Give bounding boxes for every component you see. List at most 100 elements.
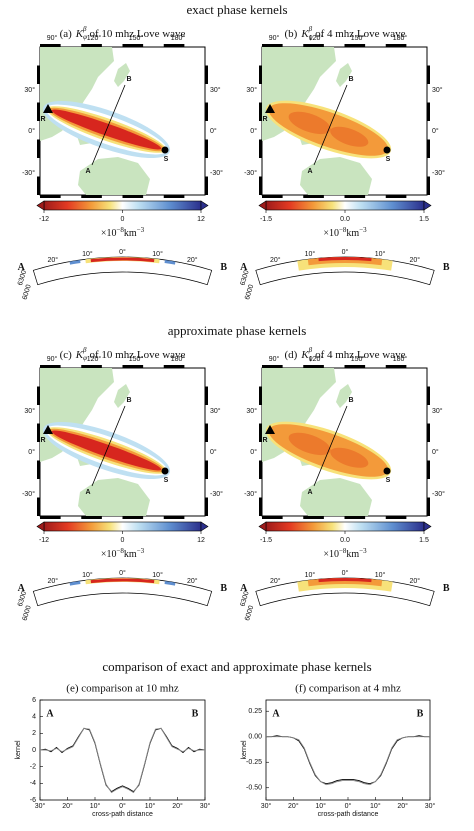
- panel-sup: β: [82, 25, 87, 33]
- annotation: A: [46, 708, 54, 719]
- map-border: [205, 102, 208, 121]
- colorbar-unit-part: −8: [339, 547, 347, 555]
- map-lon-label-top: 180°: [171, 355, 186, 363]
- map-border: [303, 516, 324, 519]
- map-lon-label-top: 150°: [351, 34, 366, 42]
- colorbar-unit: ×10−8km−3: [323, 226, 367, 240]
- colorbar-unit-part: −8: [339, 226, 347, 234]
- section-distance-label: 20°: [47, 577, 58, 585]
- map-border: [385, 365, 407, 368]
- x-tick-label: 30°: [200, 802, 211, 810]
- map-lat-label: -30°: [244, 169, 257, 177]
- map-label: R: [262, 437, 267, 444]
- panel-sup: β: [82, 346, 87, 354]
- map-lat-label: 30°: [210, 86, 221, 94]
- map-lat-label: 30°: [24, 407, 35, 415]
- panel-label: (d): [285, 349, 298, 361]
- map-border: [163, 195, 185, 198]
- section-distance-label: 10°: [375, 250, 386, 258]
- section-distance-label: 10°: [82, 250, 93, 258]
- map-label: B: [126, 76, 131, 83]
- colorbar-unit: ×10−8km−3: [101, 226, 145, 240]
- map-border: [303, 365, 324, 368]
- colorbar-tick-label: 0.0: [340, 216, 350, 223]
- map-border: [205, 386, 208, 405]
- colorbar-unit: ×10−8km−3: [101, 547, 145, 561]
- map-lon-label-top: 180°: [393, 34, 408, 42]
- map-border: [40, 44, 61, 47]
- map-border: [37, 102, 40, 121]
- colorbar-tick-label: -12: [39, 537, 49, 544]
- map-border: [81, 365, 102, 368]
- map-lat-label: -30°: [432, 169, 445, 177]
- map-lat-label: -30°: [22, 490, 35, 498]
- x-axis-label: cross-path distance: [92, 811, 153, 818]
- map-label: S: [164, 477, 169, 484]
- y-tick-label: -6: [30, 797, 36, 804]
- map-lon-label-top: 90°: [47, 355, 58, 363]
- panel-sup: β: [308, 346, 313, 354]
- x-tick-label: 10°: [90, 802, 101, 810]
- kernel-band: [288, 432, 331, 456]
- colorbar: [43, 521, 202, 532]
- section-distance-label: 0°: [119, 248, 126, 256]
- map-border: [37, 65, 40, 84]
- map-lat-label: 30°: [24, 86, 35, 94]
- map-border: [427, 423, 430, 442]
- colorbar-unit-part: km: [124, 549, 137, 560]
- source-marker: [161, 146, 169, 154]
- section-end-label: B: [443, 583, 450, 594]
- section-distance-label: 20°: [187, 577, 198, 585]
- panel-label: (a): [60, 28, 73, 40]
- section-distance-label: 20°: [409, 256, 420, 264]
- path-line: [313, 84, 348, 166]
- map-border: [427, 460, 430, 479]
- plot-frame: [265, 699, 431, 801]
- comparison-title: comparison of exact and approximate phas…: [102, 659, 371, 674]
- source-marker: [161, 467, 169, 475]
- map-border: [344, 365, 366, 368]
- land: [114, 384, 130, 408]
- section-kernel: [164, 580, 176, 586]
- receiver-marker: [43, 425, 53, 434]
- section-radius-label: 6000: [22, 605, 33, 622]
- map-label: R: [262, 116, 267, 123]
- colorbar-tick-label: 12: [197, 537, 205, 544]
- map-lat-label: 0°: [432, 448, 439, 456]
- source-marker: [383, 146, 391, 154]
- x-tick-label: 30°: [425, 802, 436, 810]
- section-distance-label: 20°: [47, 256, 58, 264]
- map-border: [81, 195, 102, 198]
- map-border: [262, 365, 283, 368]
- section-distance-label: 0°: [342, 569, 349, 577]
- panel-sub: φ: [83, 354, 87, 362]
- map-border: [385, 195, 407, 198]
- map-border: [427, 176, 430, 195]
- map-border: [262, 516, 283, 519]
- section-kernel: [318, 257, 372, 262]
- map-border: [163, 44, 185, 47]
- map-label: A: [307, 489, 312, 496]
- colorbar-tick-label: -1.5: [260, 537, 272, 544]
- colorbar-tick-label: 12: [197, 216, 205, 223]
- annotation: B: [192, 708, 199, 719]
- land: [78, 157, 150, 195]
- path-line: [91, 84, 126, 166]
- section-kernel: [318, 578, 372, 583]
- y-tick-label: 6: [32, 697, 36, 704]
- panel-text: of 10 mhz Love wave: [90, 28, 186, 40]
- map-border: [303, 195, 324, 198]
- map-lat-label: 0°: [210, 127, 217, 135]
- panel-title: (a) Kφβ of 10 mhz Love wave: [60, 25, 186, 41]
- cross-section: [32, 577, 213, 607]
- series-line: [40, 727, 205, 794]
- map-label: S: [386, 477, 391, 484]
- map-label: B: [348, 76, 353, 83]
- map-label: A: [85, 489, 90, 496]
- section-distance-label: 10°: [375, 571, 386, 579]
- map-border: [262, 44, 283, 47]
- section-end-label: A: [18, 583, 26, 594]
- map-border: [259, 497, 262, 516]
- map-lat-label: 0°: [250, 448, 257, 456]
